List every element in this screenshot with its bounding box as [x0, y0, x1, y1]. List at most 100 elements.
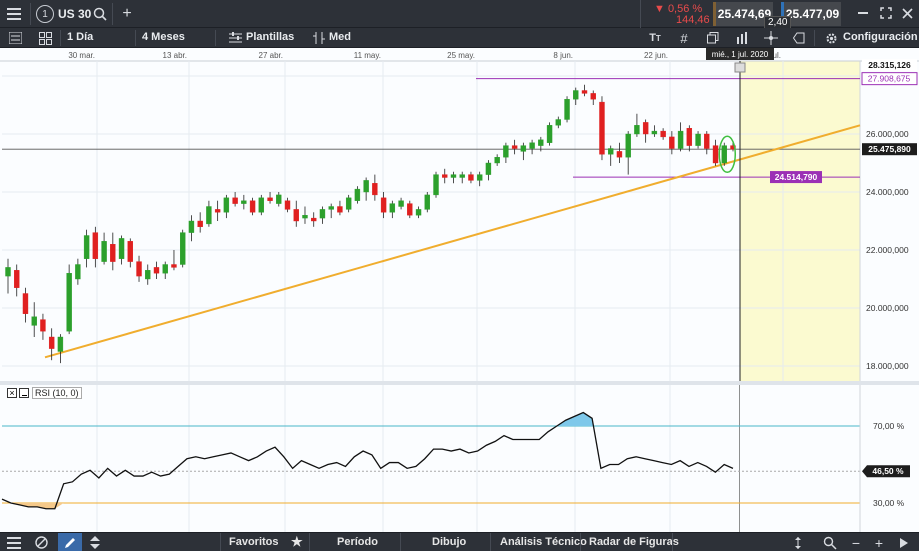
grid-icon[interactable]: #	[680, 30, 688, 46]
candle-body	[136, 261, 142, 277]
date-tick-label: 8 jun.	[553, 51, 573, 60]
current-price-tag: 25.475,890	[868, 144, 911, 154]
fit-icon[interactable]	[790, 535, 806, 550]
no-entry-icon[interactable]	[33, 535, 49, 550]
sell-price: 25.474,69	[717, 7, 772, 21]
candle-body	[223, 197, 230, 213]
candle-body	[110, 243, 116, 262]
tag-icon[interactable]	[792, 31, 806, 45]
technical-analysis-button[interactable]: Análisis Técnico	[500, 536, 587, 548]
price-type-icon	[312, 31, 326, 45]
candle-body	[354, 188, 361, 201]
candle-body	[5, 267, 11, 277]
candle-body	[573, 90, 579, 100]
rsi-oversold-fill	[2, 503, 64, 509]
chart-type-icon[interactable]	[735, 31, 749, 45]
range-selector[interactable]: 4 Meses	[142, 31, 185, 43]
candle-body	[249, 200, 256, 213]
candle-body	[695, 133, 701, 146]
candle-body	[511, 145, 518, 149]
trend-line	[44, 124, 861, 359]
rsi-current-tag: 46,50 %	[872, 466, 904, 476]
lower-level-tag-bg	[770, 171, 822, 184]
price-type-selector[interactable]: Med	[329, 31, 351, 43]
candle-body	[241, 200, 247, 204]
change-absolute: 144,46	[676, 14, 710, 26]
pattern-radar-button[interactable]: Radar de Figuras	[589, 536, 679, 548]
price-chart[interactable]: 30 mar. 13 abr. 27 abr. 11 may. 25 may. 8 jun…	[0, 48, 919, 532]
star-icon[interactable]: ★	[291, 534, 303, 549]
instrument-name[interactable]: US 30	[58, 7, 92, 21]
plus-icon[interactable]: +	[874, 534, 884, 551]
candle-body	[22, 293, 29, 314]
price-tick-label: 18.000,000	[866, 361, 909, 371]
current-price-tag-bg	[862, 143, 917, 156]
crosshair-icon[interactable]	[763, 31, 779, 45]
favorites-button[interactable]: Favoritos	[229, 536, 279, 548]
highlight-ellipse	[718, 135, 737, 174]
sort-icon[interactable]	[86, 535, 104, 550]
candle-body	[415, 209, 422, 216]
search-icon[interactable]	[92, 6, 108, 22]
candle-body	[476, 174, 483, 181]
candle-body	[608, 148, 614, 155]
menu-icon[interactable]	[4, 4, 24, 24]
info-icon[interactable]: 1	[36, 5, 54, 23]
list-icon[interactable]	[8, 31, 22, 45]
candle-body	[162, 264, 168, 274]
candle-body	[442, 174, 448, 178]
candle-body	[485, 162, 492, 175]
candle-body	[284, 200, 291, 210]
price-tick-label: 24.000,000	[866, 187, 909, 197]
rsi-minimize-button[interactable]	[19, 388, 29, 398]
candle-body	[494, 156, 500, 164]
candle-body	[127, 241, 133, 262]
rsi-close-button[interactable]: ×	[7, 388, 17, 398]
expand-icon[interactable]	[879, 7, 893, 19]
cursor-date-label: mié., 1 jul. 2020	[712, 50, 769, 59]
candle-body	[634, 125, 640, 135]
candle-body	[179, 232, 186, 265]
rsi-70-label: 70,00 %	[873, 421, 905, 431]
candle-body	[503, 145, 509, 158]
candle-body	[686, 127, 693, 146]
close-icon[interactable]	[900, 7, 914, 19]
candle-body	[258, 197, 265, 213]
configuration-button[interactable]: Configuración	[843, 31, 918, 43]
candle-body	[363, 180, 369, 193]
candle-body	[66, 272, 72, 332]
candle-body	[389, 203, 396, 213]
candle-body	[529, 142, 535, 149]
zoom-in-icon[interactable]	[822, 535, 838, 550]
lower-level-tag: 24.514,790	[775, 172, 818, 182]
pencil-icon[interactable]	[58, 533, 82, 551]
candle-body	[153, 267, 160, 274]
drawing-button[interactable]: Dibujo	[432, 536, 467, 548]
candle-body	[730, 145, 736, 150]
add-tab-icon[interactable]: +	[122, 5, 132, 22]
buy-price-button[interactable]: 25.477,09	[781, 2, 841, 26]
layout-icon[interactable]	[38, 31, 52, 45]
minus-icon[interactable]: −	[851, 534, 861, 551]
scroll-right-icon[interactable]	[896, 535, 912, 550]
candle-body	[712, 145, 719, 164]
cursor-date-bg	[706, 48, 774, 60]
rsi-30-label: 30,00 %	[873, 498, 905, 508]
candle-body	[660, 130, 666, 138]
copy-icon[interactable]	[706, 31, 720, 45]
instrument-bar: 1 US 30 + ▼ 0,56 % 144,46 25.474,69 25.4…	[0, 0, 919, 29]
period-button[interactable]: Período	[337, 536, 378, 548]
date-tick-label: 30 mar.	[68, 51, 95, 60]
minimize-icon[interactable]	[856, 7, 870, 19]
candle-body	[40, 319, 46, 332]
sell-price-button[interactable]: 25.474,69	[713, 2, 773, 26]
templates-button[interactable]: Plantillas	[246, 31, 295, 43]
price-tick-label: 26.000,000	[866, 129, 909, 139]
chart-area[interactable]: 30 mar. 13 abr. 27 abr. 11 may. 25 may. 8 jun…	[0, 48, 919, 532]
interval-selector[interactable]: 1 Día	[67, 31, 94, 43]
date-tick-label: 13 abr.	[163, 51, 187, 60]
candle-body	[83, 235, 90, 259]
candle-body	[398, 200, 404, 207]
bars-icon[interactable]	[6, 535, 22, 550]
